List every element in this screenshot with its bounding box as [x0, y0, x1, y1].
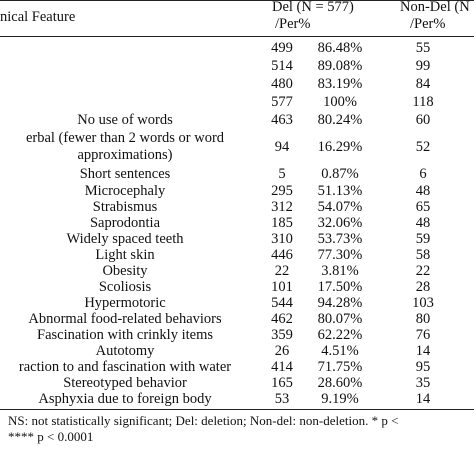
del-percent: 89.08%: [317, 57, 363, 74]
del-count: 94: [274, 138, 290, 155]
nondel-count: 84: [415, 75, 431, 92]
del-percent: 83.19%: [317, 75, 363, 92]
del-percent: 53.73%: [317, 230, 363, 247]
feature-label: Obesity: [102, 262, 148, 279]
nondel-header: Non-Del (N: [400, 0, 470, 15]
nondel-count: 103: [412, 294, 434, 311]
del-count: 310: [271, 230, 293, 247]
del-percent: 0.87%: [321, 165, 359, 182]
nondel-count: 59: [415, 230, 431, 247]
del-percent: 71.75%: [317, 358, 363, 375]
top-rule: [0, 0, 474, 1]
del-percent: 94.28%: [317, 294, 363, 311]
del-count: 312: [271, 198, 293, 215]
nondel-count: 58: [415, 246, 431, 263]
del-count: 446: [271, 246, 293, 263]
nondel-count: 76: [415, 326, 431, 343]
del-count: 463: [271, 111, 293, 128]
del-count: 101: [271, 278, 293, 295]
del-percent: 28.60%: [317, 374, 363, 391]
del-count: 544: [271, 294, 293, 311]
feature-label: Autotomy: [95, 342, 155, 359]
nondel-count: 118: [412, 93, 434, 110]
feature-label: Hypermotoric: [84, 294, 166, 311]
nondel-count: 55: [415, 39, 431, 56]
del-count: 26: [274, 342, 290, 359]
del-percent: 100%: [323, 93, 357, 110]
feature-label: Scoliosis: [98, 278, 152, 295]
del-count: 499: [271, 39, 293, 56]
del-percent: 80.07%: [317, 310, 363, 327]
nondel-count: 22: [415, 262, 431, 279]
del-percent: 9.19%: [321, 390, 359, 407]
del-percent: 86.48%: [317, 39, 363, 56]
del-count: 5: [278, 165, 286, 182]
del-percent: 62.22%: [317, 326, 363, 343]
del-percent: 32.06%: [317, 214, 363, 231]
feature-label: Asphyxia due to foreign body: [38, 390, 212, 407]
del-percent: 17.50%: [317, 278, 363, 295]
feature-label: Light skin: [95, 246, 155, 263]
feature-label: raction to and fascination with water: [18, 358, 232, 375]
bottom-rule: [0, 409, 474, 410]
nondel-count: 14: [415, 342, 431, 359]
nondel-count: 95: [415, 358, 431, 375]
del-percent: 77.30%: [317, 246, 363, 263]
nondel-count: 80: [415, 310, 431, 327]
del-count: 185: [271, 214, 293, 231]
del-percent: 51.13%: [317, 182, 363, 199]
feature-label: erbal (fewer than 2 words or word approx…: [25, 130, 225, 163]
feature-label: No use of words: [77, 111, 173, 128]
del-count: 22: [274, 262, 290, 279]
nondel-count: 35: [415, 374, 431, 391]
del-percent: 80.24%: [317, 111, 363, 128]
nondel-subheader: /Per%: [410, 16, 446, 32]
feature-label: Abnormal food-related behaviors: [28, 310, 222, 327]
nondel-count: 65: [415, 198, 431, 215]
del-count: 480: [271, 75, 293, 92]
feature-label: Strabismus: [92, 198, 158, 215]
del-count: 295: [271, 182, 293, 199]
feature-label: Stereotyped behavior: [63, 374, 187, 391]
nondel-count: 48: [415, 214, 431, 231]
nondel-count: 14: [415, 390, 431, 407]
del-count: 359: [271, 326, 293, 343]
nondel-count: 52: [415, 138, 431, 155]
nondel-count: 48: [415, 182, 431, 199]
del-percent: 3.81%: [321, 262, 359, 279]
nondel-count: 28: [415, 278, 431, 295]
del-percent: 4.51%: [321, 342, 359, 359]
feature-label: Fascination with crinkly items: [37, 326, 213, 343]
feature-header: nical Feature: [0, 9, 76, 25]
del-count: 514: [271, 57, 293, 74]
feature-label: Saprodontia: [89, 214, 161, 231]
footnote: NS: not statistically significant; Del: …: [8, 413, 399, 428]
feature-label: Short sentences: [79, 165, 171, 182]
nondel-count: 60: [415, 111, 431, 128]
del-subheader: /Per%: [275, 16, 311, 32]
nondel-count: 99: [415, 57, 431, 74]
del-count: 53: [274, 390, 290, 407]
feature-label: Microcephaly: [84, 182, 166, 199]
del-count: 165: [271, 374, 293, 391]
del-count: 414: [271, 358, 293, 375]
header-rule: [0, 36, 474, 37]
del-count: 577: [271, 93, 293, 110]
footnote: **** p < 0.0001: [8, 429, 94, 444]
nondel-count: 6: [419, 165, 427, 182]
del-percent: 54.07%: [317, 198, 363, 215]
del-count: 462: [271, 310, 293, 327]
feature-label: Widely spaced teeth: [66, 230, 184, 247]
del-header: Del (N = 577): [272, 0, 354, 15]
del-percent: 16.29%: [317, 138, 363, 155]
